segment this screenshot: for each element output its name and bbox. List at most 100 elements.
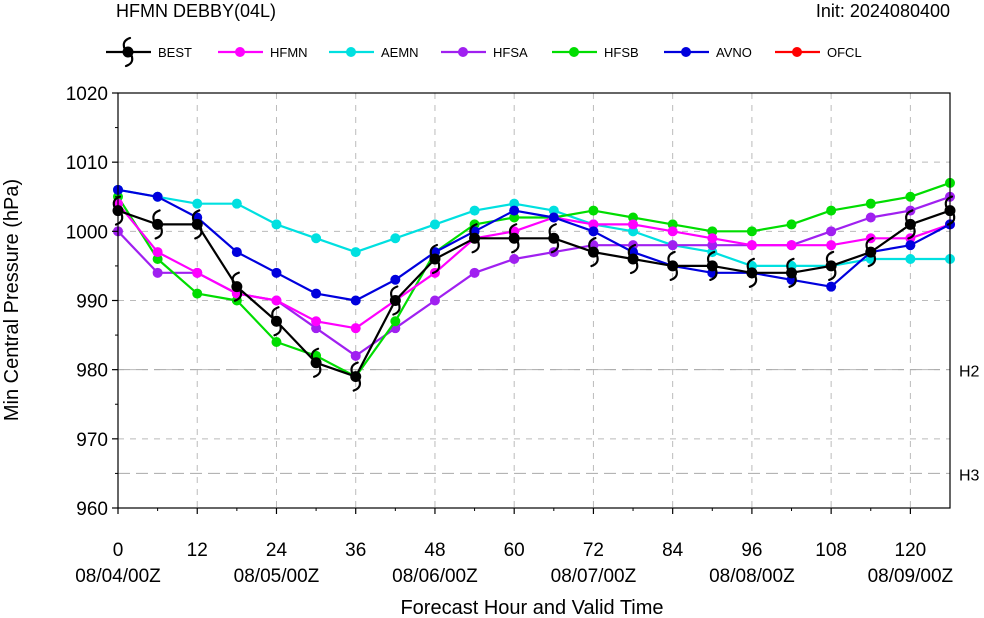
series-point-hfmn <box>628 219 639 230</box>
chart-title: HFMN DEBBY(04L) <box>116 1 276 21</box>
hurricane-core <box>587 246 599 258</box>
legend-item-ofcl: OFCL <box>775 45 862 60</box>
hurricane-core <box>429 253 441 265</box>
x-tick-label: 36 <box>345 540 366 561</box>
init-label: Init: 2024080400 <box>816 1 950 21</box>
legend-label: HFSB <box>604 45 639 60</box>
hurricane-core <box>152 218 164 230</box>
series-point-hfsb <box>271 337 282 347</box>
series-point-avno <box>231 247 242 258</box>
series-point-hfsa <box>826 226 837 237</box>
series-point-hfmn <box>786 240 797 251</box>
series-point-hfsa <box>667 240 678 251</box>
x-date-label: 08/09/00Z <box>868 566 954 587</box>
series-point-aemn <box>192 198 203 209</box>
series-point-best <box>865 236 877 268</box>
x-tick-label: 96 <box>741 540 762 561</box>
series-point-aemn <box>429 219 440 230</box>
series-point-hfsa <box>865 212 876 223</box>
series-point-best <box>310 347 322 378</box>
series-point-hfsb <box>905 191 916 202</box>
series-point-hfmn <box>746 240 757 251</box>
series-point-avno <box>548 212 559 223</box>
series-point-best <box>152 209 164 240</box>
series-layer <box>112 177 956 392</box>
x-tick-label: 24 <box>266 540 288 561</box>
legend-swatch-marker <box>681 47 691 57</box>
series-point-avno <box>350 295 361 306</box>
series-point-hfmn <box>350 323 361 334</box>
series-point-best <box>706 250 718 282</box>
series-point-hfmn <box>588 219 599 230</box>
series-point-aemn <box>350 247 361 258</box>
series-point-hfsb <box>628 212 639 223</box>
series-point-best <box>508 223 520 254</box>
legend-item-hfsa: HFSA <box>441 45 528 60</box>
series-point-avno <box>311 288 322 299</box>
series-line-aemn <box>117 188 950 267</box>
hurricane-core <box>667 260 679 272</box>
hurricane-core <box>627 253 639 265</box>
legend-swatch-marker <box>122 36 134 68</box>
series-point-hfsb <box>192 288 203 299</box>
legend-item-hfsb: HFSB <box>552 45 639 60</box>
hurricane-core <box>548 232 560 244</box>
hurricane-core <box>270 315 282 327</box>
series-point-aemn <box>469 205 480 216</box>
series-point-aemn <box>905 254 916 264</box>
series-point-best <box>667 250 679 282</box>
series-point-avno <box>826 281 837 292</box>
series-point-hfsb <box>390 316 401 327</box>
legend-label: AVNO <box>716 45 752 60</box>
series-point-best <box>270 306 282 337</box>
reference-line-label: H2 <box>959 364 980 381</box>
legend-swatch-marker <box>346 47 356 57</box>
series-point-best <box>587 236 599 268</box>
series-point-avno <box>588 226 599 237</box>
grid <box>118 93 950 508</box>
x-tick-label: 72 <box>583 540 604 561</box>
series-line-hfsb <box>117 181 951 378</box>
x-axis-label: Forecast Hour and Valid Time <box>400 597 663 618</box>
hurricane-core <box>469 232 481 244</box>
legend-item-avno: AVNO <box>664 45 752 60</box>
hurricane-core <box>231 281 243 293</box>
y-tick-label: 990 <box>76 292 108 313</box>
series-point-best <box>746 257 758 288</box>
series-point-hfsa <box>509 254 520 264</box>
legend-label: OFCL <box>827 45 862 60</box>
y-axis-label: Min Central Pressure (hPa) <box>1 179 23 421</box>
series-point-hfsb <box>865 198 876 209</box>
y-tick-label: 1010 <box>66 153 108 174</box>
x-tick-label: 108 <box>815 540 847 561</box>
legend-label: HFMN <box>270 45 308 60</box>
hurricane-core <box>865 246 877 258</box>
hurricane-core <box>350 371 362 383</box>
series-point-best <box>548 223 560 254</box>
series-point-hfsa <box>311 323 322 334</box>
series-line-best <box>117 209 951 378</box>
hurricane-core <box>786 267 798 279</box>
x-date-label: 08/08/00Z <box>709 566 795 587</box>
series-line-hfsa <box>117 195 951 357</box>
legend-item-hfmn: HFMN <box>218 45 308 60</box>
series-point-best <box>469 223 481 254</box>
series-point-hfsa <box>707 240 718 251</box>
hurricane-core <box>904 218 916 230</box>
series-point-hfsa <box>469 267 480 278</box>
series-point-best <box>825 250 837 282</box>
series-point-hfsb <box>707 226 718 237</box>
legend-item-best: BEST <box>106 36 192 68</box>
series-point-aemn <box>628 226 639 237</box>
x-tick-label: 84 <box>662 540 684 561</box>
hurricane-core <box>825 260 837 272</box>
axes: 960 970 980 990 1000 1010 1020 0 12 24 36 48 60 72 84 9… <box>66 84 954 587</box>
legend-swatch-marker <box>458 47 468 57</box>
legend-swatch-marker <box>569 47 579 57</box>
series-point-best <box>904 209 916 240</box>
y-tick-label: 970 <box>76 430 108 451</box>
series-point-avno <box>152 191 163 202</box>
legend-label: AEMN <box>381 45 419 60</box>
series-point-aemn <box>509 198 520 209</box>
series-point-best <box>231 271 243 302</box>
